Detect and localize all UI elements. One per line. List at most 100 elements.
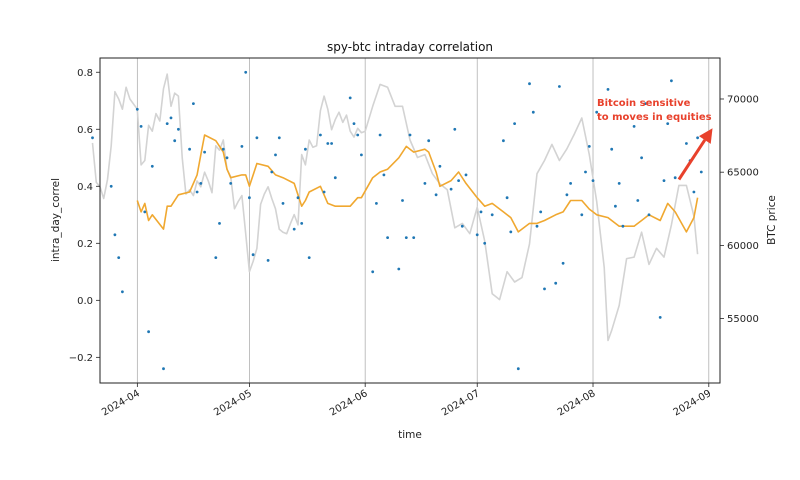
scatter-point <box>614 204 617 208</box>
y-tick-label: 0.0 <box>77 296 93 307</box>
scatter-point <box>251 253 255 257</box>
y-right-tick-label: 65000 <box>727 168 759 179</box>
scatter-point <box>408 133 412 137</box>
scatter-point <box>292 227 296 231</box>
arrow-head <box>698 128 713 144</box>
scatter-point <box>348 96 352 100</box>
scatter-point <box>135 107 139 111</box>
scatter-point <box>307 256 311 259</box>
annotation-line-1: Bitcoin sensitive <box>597 98 691 109</box>
scatter-point <box>640 156 643 160</box>
rolling-mean-layer <box>136 134 699 233</box>
scatter-point <box>569 182 572 185</box>
scatter-point <box>322 190 326 194</box>
annotation: Bitcoin sensitive to moves in equities <box>597 98 713 181</box>
y-tick-label: 0.8 <box>77 68 93 79</box>
scatter-point <box>397 267 401 271</box>
annotation-line-2: to moves in equities <box>597 112 712 123</box>
scatter-point <box>587 145 591 148</box>
scatter-point <box>195 190 199 194</box>
scatter-point <box>218 222 221 225</box>
scatter-point <box>427 139 431 143</box>
scatter-point <box>580 213 584 217</box>
arrow-shaft <box>677 139 707 181</box>
scatter-point <box>643 102 647 105</box>
scatter-point <box>109 184 113 188</box>
scatter-point <box>330 142 333 145</box>
scatter-point <box>240 145 244 148</box>
scatter-point <box>147 330 151 334</box>
scatter-point <box>685 142 688 145</box>
y-axis-right-ticks: 55000 60000 65000 70000 <box>720 94 759 325</box>
scatter-point <box>539 210 543 214</box>
y-axis-ticks: −0.2 0.0 0.2 0.4 0.6 0.8 <box>69 68 100 364</box>
scatter-point <box>229 182 233 185</box>
scatter-point <box>412 236 416 240</box>
scatter-point <box>248 196 251 200</box>
scatter-point <box>438 164 442 168</box>
scatter-point <box>277 136 281 140</box>
scatter-point <box>423 182 427 185</box>
scatter-point <box>150 164 154 168</box>
scatter-point <box>591 179 595 183</box>
scatter-point <box>214 256 218 259</box>
scatter-point <box>386 236 389 240</box>
scatter-point <box>192 102 195 105</box>
scatter-point <box>165 122 169 125</box>
scatter-point <box>453 127 457 131</box>
scatter-point <box>360 153 363 157</box>
scatter-point <box>270 170 274 174</box>
scatter-point <box>636 199 640 202</box>
scatter-point <box>173 139 177 143</box>
scatter-point <box>554 281 558 285</box>
rolling-mean-line <box>136 134 699 233</box>
scatter-point <box>143 210 147 214</box>
scatter-point <box>632 125 636 128</box>
chart-title: spy-btc intraday correlation <box>327 40 493 54</box>
scatter-point <box>225 156 229 160</box>
scatter-point <box>483 241 487 245</box>
scatter-point <box>300 222 304 225</box>
scatter-point <box>606 88 610 91</box>
btc-price-line <box>91 73 699 342</box>
scatter-point <box>352 122 356 125</box>
scatter-point <box>460 224 464 228</box>
scatter-point <box>692 190 696 194</box>
scatter-point <box>662 179 666 183</box>
y-tick-label: 0.4 <box>77 182 93 193</box>
scatter-point <box>371 270 375 274</box>
scatter-point <box>464 173 468 177</box>
scatter-point <box>274 153 277 157</box>
scatter-point <box>584 170 587 174</box>
scatter-point <box>516 367 520 371</box>
scatter-point <box>621 224 625 228</box>
scatter-point <box>528 82 531 86</box>
scatter-point <box>561 261 565 265</box>
scatter-point <box>565 193 569 197</box>
scatter-point <box>304 147 307 151</box>
x-axis-label: time <box>398 429 422 441</box>
scatter-point <box>113 233 117 237</box>
y-axis-label: intra_day_correl <box>50 178 62 262</box>
scatter-point <box>479 210 483 214</box>
scatter-point <box>449 187 453 191</box>
annotation-arrow <box>677 128 713 181</box>
scatter-point <box>434 193 438 197</box>
scatter-point <box>401 199 404 202</box>
scatter-point <box>658 316 662 319</box>
y-tick-label: 0.2 <box>77 239 93 250</box>
scatter-point <box>531 110 535 114</box>
scatter-point <box>255 136 259 140</box>
scatter-point <box>121 290 124 294</box>
scatter-point <box>139 125 143 128</box>
scatter-point <box>535 224 539 228</box>
scatter-point <box>670 79 673 83</box>
scatter-point <box>513 122 516 125</box>
y-tick-label: 0.6 <box>77 125 93 136</box>
scatter-point <box>666 122 670 125</box>
scatter-point <box>281 202 285 205</box>
scatter-point <box>266 259 270 262</box>
scatter-point <box>117 256 121 259</box>
